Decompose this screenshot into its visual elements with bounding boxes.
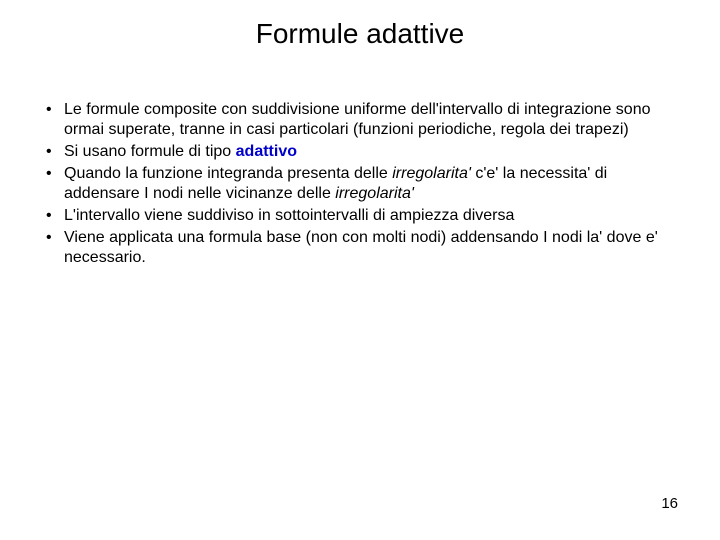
- bullet-text: Viene applicata una formula base (non co…: [64, 229, 658, 266]
- bullet-item: Le formule composite con suddivisione un…: [40, 100, 680, 140]
- bullet-item: Viene applicata una formula base (non co…: [40, 228, 680, 268]
- bullet-text: Le formule composite con suddivisione un…: [64, 101, 651, 138]
- slide-title: Formule adattive: [0, 0, 720, 60]
- bullet-item: Quando la funzione integranda presenta d…: [40, 164, 680, 204]
- slide: Formule adattive Le formule composite co…: [0, 0, 720, 540]
- bullet-item: Si usano formule di tipo adattivo: [40, 142, 680, 162]
- bullet-text: L'intervallo viene suddiviso in sottoint…: [64, 207, 514, 224]
- bullet-text: Quando la funzione integranda presenta d…: [64, 165, 392, 182]
- page-number: 16: [661, 495, 678, 512]
- bullet-item: L'intervallo viene suddiviso in sottoint…: [40, 206, 680, 226]
- slide-body: Le formule composite con suddivisione un…: [0, 60, 720, 268]
- bullet-list: Le formule composite con suddivisione un…: [40, 100, 680, 268]
- emphasis-adattivo: adattivo: [236, 143, 297, 160]
- bullet-text: Si usano formule di tipo: [64, 143, 236, 160]
- emphasis-irregolarita: irregolarita': [392, 165, 471, 182]
- emphasis-irregolarita: irregolarita': [335, 185, 414, 202]
